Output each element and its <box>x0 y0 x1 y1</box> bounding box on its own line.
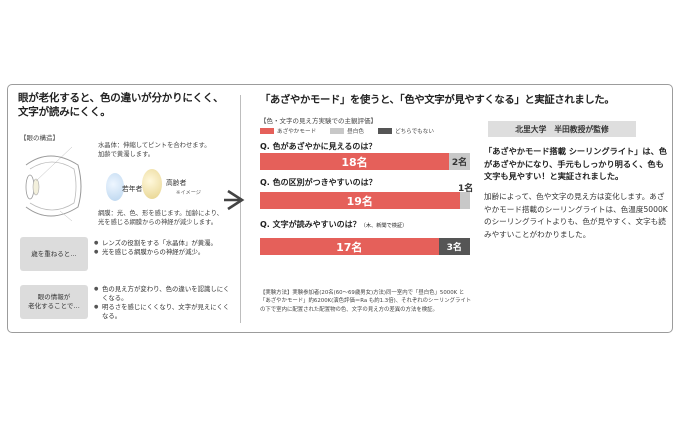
bar-row: 17名 3名 <box>260 238 470 255</box>
aging-box: 歳を重ねると… <box>20 237 88 271</box>
bullet-item: 光を感じる網膜からの神経が減少。 <box>94 248 232 257</box>
bar-segment: 17名 <box>260 238 439 255</box>
bar-row: 19名 <box>260 192 470 209</box>
left-column: 眼が老化すると、色の違いが分かりにくく、 文字が読みにくく。 【眼の構造】 水晶… <box>18 91 232 327</box>
bar-segment: 18名 <box>260 153 449 170</box>
legend-item-azayaka: あざやかモード <box>260 127 316 135</box>
info-bullets: 色の見え方が変わり、色の違いを認識しにくくなる。 明るさを感じにくくなり、文字が… <box>94 285 232 321</box>
data-label: 1名 <box>458 184 474 194</box>
chart-title: 【色・文字の見え方実験での主観評価】 <box>260 117 377 125</box>
left-headline: 眼が老化すると、色の違いが分かりにくく、 文字が読みにくく。 <box>18 92 224 118</box>
bar-segment <box>459 192 470 209</box>
elderly-label: 高齢者 <box>166 179 187 187</box>
eye-structure-label: 【眼の構造】 <box>20 134 59 142</box>
bar-segment: 19名 <box>260 192 460 209</box>
legend-item-hiruhaku: 昼白色 <box>330 127 364 135</box>
lens-note: 水晶体：伸縮してピントを合わせます。 加齢で黄濁します。 <box>98 142 211 158</box>
bar-segment: 2名 <box>449 153 470 170</box>
comparison-panel: 眼が老化すると、色の違いが分かりにくく、 文字が読みにくく。 【眼の構造】 水晶… <box>7 84 673 333</box>
body-text: 加齢によって、色や文字の見え方は変化します。あざやかモード搭載のシーリングライト… <box>484 192 668 239</box>
bar-row: 18名 2名 <box>260 153 470 170</box>
bullet-item: 色の見え方が変わり、色の違いを認識しにくくなる。 <box>94 285 232 303</box>
supervisor-badge: 北里大学 半田教授が監修 <box>488 121 636 137</box>
question-label: Q. 文字が読みやすいのは？（木、新聞で検証） <box>260 220 408 229</box>
legend-item-neither: どちらでもない <box>377 127 434 135</box>
method-text: 【実験方法】実験参加者(20名(60～69歳男女)方法)同一室内で「昼白色」50… <box>260 290 472 313</box>
aging-bullets: レンズの役割をする「水晶体」が黄濁。 光を感じる網膜からの神経が減少。 <box>94 239 232 257</box>
right-column: 「あざやかモード」を使うと、「色や文字が見やすくなる」と実証されました。 【色・… <box>260 91 668 327</box>
quote-text: 「あざやかモード搭載 シーリングライト」は、色があざやかになり、手元もしっかり明… <box>484 146 667 181</box>
bullet-item: レンズの役割をする「水晶体」が黄濁。 <box>94 239 232 248</box>
info-box: 眼の情報が 老化することで… <box>20 285 88 319</box>
arrow-right-icon <box>224 189 245 211</box>
bullet-item: 明るさを感じにくくなり、文字が見えにくくなる。 <box>94 303 232 321</box>
young-label: 若年者 <box>122 185 143 193</box>
right-headline: 「あざやかモード」を使うと、「色や文字が見やすくなる」と実証されました。 <box>260 94 615 106</box>
question-label: Q. 色があざやかに見えるのは？ <box>260 142 377 151</box>
retina-note: 網膜：光、色、形を感じます。加齢により、 光を感じる網膜からの神経が減少します。 <box>98 210 223 226</box>
elderly-lens-icon <box>142 169 162 199</box>
bar-segment: 3名 <box>438 238 470 255</box>
eye-diagram-icon <box>25 146 82 222</box>
question-label: Q. 色の区別がつきやすいのは？ <box>260 178 377 187</box>
young-lens-icon <box>106 173 124 201</box>
chart-legend: あざやかモード 昼白色 どちらでもない <box>260 127 434 135</box>
image-note: ※イメージ <box>176 190 201 196</box>
column-divider <box>240 95 241 323</box>
